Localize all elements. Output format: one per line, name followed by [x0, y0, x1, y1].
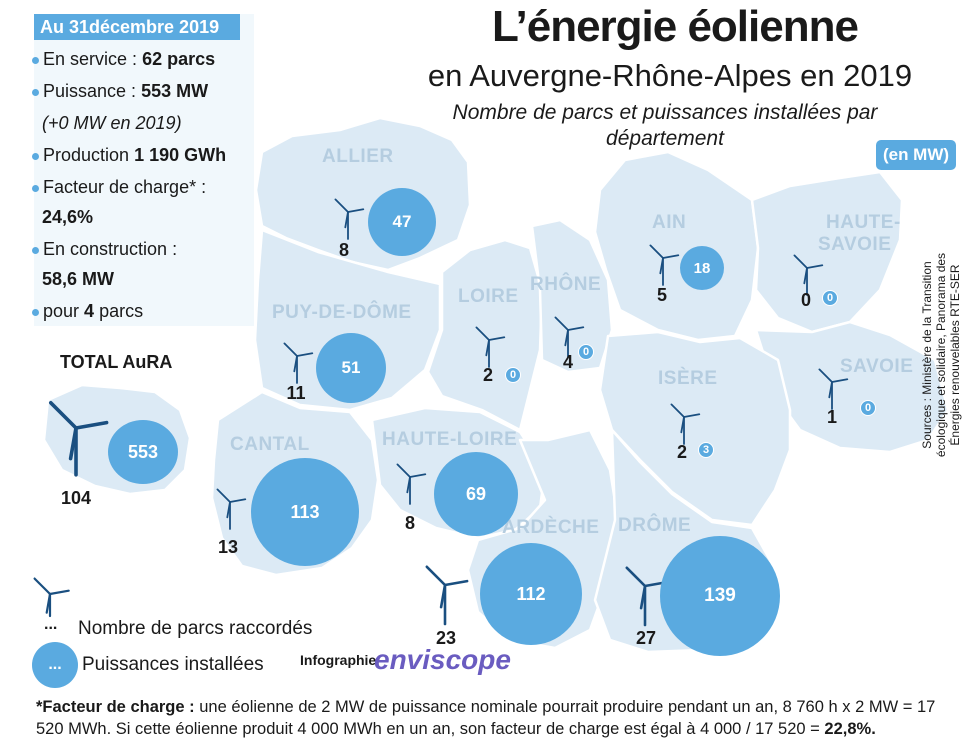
wind-turbine-icon: [396, 463, 427, 505]
stat-construction-value: 58,6 MW: [42, 269, 115, 289]
parks-count-isere: 2: [676, 442, 687, 462]
dept-label-haute-savoie-1: HAUTE-: [826, 212, 901, 233]
total-parks: 104: [60, 488, 92, 508]
parks-count-puy-de-dome: 11: [286, 383, 306, 403]
parks-count-allier: 8: [338, 240, 349, 260]
dept-label-allier: ALLIER: [322, 146, 394, 167]
stat-in-service: En service : 62 parcs: [32, 48, 215, 70]
map-subtitle: en Auvergne-Rhône-Alpes en 2019: [427, 58, 913, 93]
stats-date: Au 31décembre 2019: [34, 14, 240, 40]
dept-shape-savoie: [754, 320, 950, 454]
parks-count-ardeche: 23: [435, 628, 457, 648]
wind-turbine-icon: [216, 488, 247, 530]
wind-turbine-icon: [670, 403, 701, 445]
wind-turbine-icon: [625, 566, 669, 627]
parks-count-haute-savoie: 0: [800, 290, 811, 310]
legend-parks-label: Nombre de parcs raccordés: [78, 618, 313, 639]
stat-power-change: (+0 MW en 2019): [42, 113, 182, 133]
stat-construction-parks: pour 4 parcs: [32, 300, 143, 322]
legend-power-bubble: ...: [32, 642, 78, 688]
power-bubble-rhone: 0: [578, 344, 594, 360]
dept-label-ain: AIN: [652, 212, 687, 233]
power-bubble-loire: 0: [505, 367, 521, 383]
dept-label-rhone: RHÔNE: [530, 274, 602, 295]
dept-label-savoie: SAVOIE: [840, 356, 914, 377]
wind-turbine-icon: [334, 198, 365, 240]
wind-turbine-icon: [818, 368, 849, 410]
power-bubble-cantal: 113: [251, 458, 359, 566]
stat-production: Production 1 190 GWh: [32, 144, 226, 166]
legend-parks-symbol: ...: [44, 616, 58, 633]
legend-power-label: Puissances installées: [82, 654, 264, 675]
parks-count-rhone: 4: [562, 352, 573, 372]
wind-turbine-icon: [49, 401, 109, 477]
parks-count-drome: 27: [635, 628, 657, 648]
dept-shape-puy-de-dome: [253, 228, 442, 412]
power-bubble-ardeche: 112: [480, 543, 582, 645]
stat-load-factor: Facteur de charge* :: [32, 176, 206, 198]
power-bubble-savoie: 0: [860, 400, 876, 416]
wind-turbine-icon: [33, 577, 70, 618]
wind-turbine-icon: [425, 565, 469, 626]
dept-shape-haute-savoie: [750, 170, 904, 334]
dept-label-haute-loire: HAUTE-LOIRE: [382, 429, 518, 450]
enviscope-logo: enviscope: [374, 644, 511, 675]
parks-count-haute-loire: 8: [404, 513, 415, 533]
parks-count-ain: 5: [656, 285, 667, 305]
dept-label-drome: DRÔME: [618, 515, 692, 536]
wind-turbine-icon: [475, 326, 506, 368]
parks-count-loire: 2: [482, 365, 493, 385]
power-bubble-haute-savoie: 0: [822, 290, 838, 306]
wind-turbine-icon: [649, 244, 680, 286]
dept-shape-ain: [593, 150, 760, 342]
parks-count-savoie: 1: [826, 407, 837, 427]
stats-panel: [34, 14, 254, 326]
wind-turbine-icon: [793, 254, 824, 296]
sources-note: Sources : Ministère de la Transition éco…: [920, 252, 962, 458]
stat-power: Puissance : 553 MW: [32, 80, 208, 102]
dept-label-isere: ISÈRE: [658, 368, 718, 389]
dept-label-puy-de-dome: PUY-DE-DÔME: [272, 302, 412, 323]
total-label: TOTAL AuRA: [60, 352, 173, 372]
power-bubble-isere: 3: [698, 442, 714, 458]
wind-turbine-icon: [283, 342, 314, 384]
power-bubble-allier: 47: [368, 188, 436, 256]
dept-label-ardeche: ARDÈCHE: [502, 517, 600, 538]
stat-construction: En construction :: [32, 238, 177, 260]
dept-label-cantal: CANTAL: [230, 434, 310, 455]
power-bubble-puy-de-dome: 51: [316, 333, 386, 403]
wind-turbine-icon: [554, 316, 585, 358]
dept-label-loire: LOIRE: [458, 286, 519, 307]
credit-label: Infographie: [300, 652, 377, 668]
unit-badge: (en MW): [876, 140, 956, 170]
power-bubble-ain: 18: [680, 246, 724, 290]
total-power-bubble: 553: [108, 420, 178, 484]
power-bubble-drome: 139: [660, 536, 780, 656]
parks-count-cantal: 13: [217, 537, 239, 557]
power-bubble-haute-loire: 69: [434, 452, 518, 536]
map-note: Nombre de parcs et puissances installées…: [452, 101, 878, 150]
map-title: L’énergie éolienne: [492, 2, 859, 51]
stat-load-factor-value: 24,6%: [42, 207, 94, 227]
dept-label-haute-savoie-2: SAVOIE: [818, 234, 892, 255]
footnote: *Facteur de charge : une éolienne de 2 M…: [36, 698, 936, 738]
